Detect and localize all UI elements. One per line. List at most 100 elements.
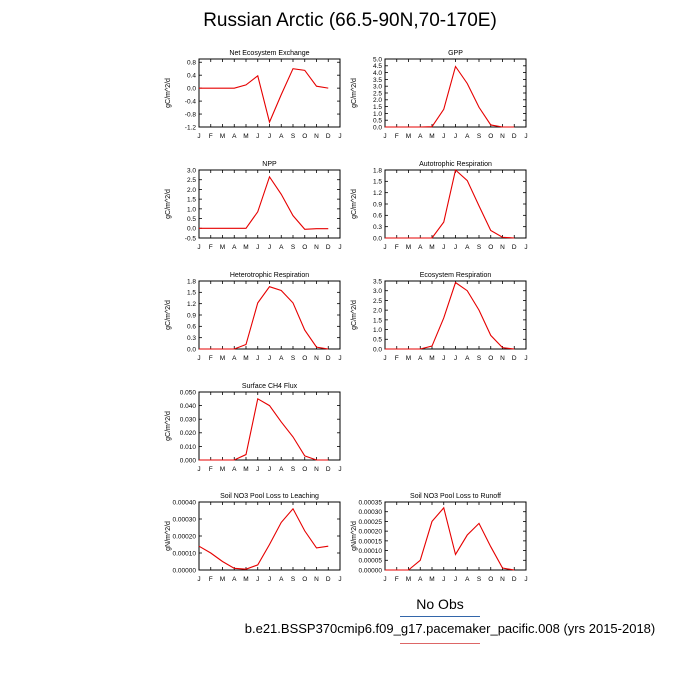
x-tick-label: S [291, 133, 296, 140]
panel-6: Ecosystem Respiration gC/m^2/d 0.0 0.5 1.0 1.… [351, 272, 528, 362]
x-tick-label: J [268, 355, 271, 362]
series-line [385, 168, 515, 239]
y-tick-label: 0.00005 [359, 558, 383, 565]
x-tick-label: D [326, 576, 331, 583]
x-tick-label: M [406, 133, 411, 140]
y-tick-label: 1.0 [373, 327, 382, 334]
y-tick-label: 0.00010 [173, 550, 197, 557]
y-axis-label: gN/m^2/d [165, 521, 172, 551]
x-tick-label: J [524, 355, 527, 362]
y-tick-label: 3.0 [373, 84, 382, 91]
y-tick-label: 1.5 [187, 290, 196, 297]
x-tick-label: M [429, 244, 434, 251]
x-tick-label: D [326, 244, 331, 251]
y-tick-label: -0.5 [185, 235, 197, 242]
x-tick-label: S [291, 576, 296, 583]
panel-title: Net Ecosystem Exchange [229, 50, 309, 57]
x-tick-label: J [197, 466, 200, 473]
panel-title: Ecosystem Respiration [420, 272, 492, 279]
x-tick-label: J [454, 576, 457, 583]
x-tick-label: A [418, 355, 423, 362]
y-tick-label: 0.8 [187, 60, 196, 67]
y-tick-label: 0.6 [187, 324, 196, 331]
plot-frame [198, 391, 341, 461]
panel-1: Net Ecosystem Exchange gC/m^2/d -1.2 -0.8 -0… [165, 50, 342, 140]
x-tick-label: O [488, 576, 493, 583]
plot-frame [384, 501, 527, 571]
x-tick-label: M [220, 355, 225, 362]
plot-frame [384, 169, 527, 239]
legend-rule-obs [400, 616, 480, 617]
y-tick-label: 1.5 [187, 197, 196, 204]
y-tick-label: 0.4 [187, 73, 196, 80]
x-tick-label: S [477, 576, 482, 583]
y-tick-label: 1.2 [187, 301, 196, 308]
x-tick-label: D [512, 576, 517, 583]
x-tick-label: F [209, 355, 213, 362]
x-tick-label: F [395, 576, 399, 583]
plot-frame [198, 58, 341, 128]
panel-7: Surface CH4 Flux gC/m^2/d 0.000 0.010 0.020 0… [165, 383, 342, 473]
x-tick-label: S [291, 244, 296, 251]
x-tick-label: A [465, 576, 470, 583]
x-tick-label: N [500, 576, 505, 583]
x-tick-label: N [314, 133, 319, 140]
y-tick-label: 0.5 [373, 118, 382, 125]
x-tick-label: M [243, 133, 248, 140]
series-line [198, 507, 329, 570]
x-tick-label: N [314, 576, 319, 583]
y-tick-label: 0.00020 [173, 533, 197, 540]
y-tick-label: 1.8 [187, 278, 196, 285]
x-tick-label: A [465, 355, 470, 362]
y-tick-label: 1.5 [373, 317, 382, 324]
x-tick-label: M [243, 576, 248, 583]
x-tick-label: O [488, 355, 493, 362]
y-tick-label: 5.0 [373, 56, 382, 63]
x-tick-label: M [429, 355, 434, 362]
x-tick-label: A [232, 355, 237, 362]
y-tick-label: 0.020 [180, 430, 197, 437]
y-tick-label: 1.2 [373, 190, 382, 197]
x-tick-label: A [279, 133, 284, 140]
series-line [199, 397, 329, 461]
panel-title: NPP [262, 161, 277, 168]
y-tick-label: 0.0 [373, 235, 382, 242]
y-tick-label: 0.00010 [359, 548, 383, 555]
x-tick-label: O [302, 355, 307, 362]
x-tick-label: J [524, 133, 527, 140]
x-tick-label: F [209, 466, 213, 473]
y-tick-label: 4.0 [373, 70, 382, 77]
y-tick-label: 3.0 [187, 167, 196, 174]
x-tick-label: J [442, 244, 445, 251]
y-tick-label: 3.0 [373, 288, 382, 295]
legend-rule-case [400, 643, 480, 644]
x-tick-label: J [197, 576, 200, 583]
series-line [385, 506, 515, 571]
y-tick-label: 0.00040 [173, 499, 197, 506]
panel-title: GPP [448, 50, 463, 57]
x-tick-label: J [338, 244, 341, 251]
x-tick-label: F [395, 133, 399, 140]
x-tick-label: O [302, 244, 307, 251]
y-axis-label: gN/m^2/d [351, 521, 358, 551]
y-axis-label: gC/m^2/d [165, 189, 172, 219]
y-tick-label: 2.0 [373, 97, 382, 104]
x-tick-label: M [220, 133, 225, 140]
y-tick-label: 0.0 [373, 124, 382, 131]
y-axis-label: gC/m^2/d [165, 300, 172, 330]
x-tick-label: J [256, 466, 259, 473]
x-tick-label: J [197, 244, 200, 251]
plot-frame [384, 58, 527, 128]
y-tick-label: 0.00000 [173, 567, 197, 574]
x-tick-label: D [326, 466, 331, 473]
series-line [199, 68, 329, 124]
x-tick-label: M [220, 244, 225, 251]
y-tick-label: 0.030 [180, 417, 197, 424]
x-tick-label: O [302, 576, 307, 583]
x-tick-label: J [524, 576, 527, 583]
x-tick-label: M [429, 576, 434, 583]
y-tick-label: -0.4 [185, 98, 197, 105]
y-tick-label: 0.050 [180, 389, 197, 396]
y-tick-label: 0.9 [187, 312, 196, 319]
